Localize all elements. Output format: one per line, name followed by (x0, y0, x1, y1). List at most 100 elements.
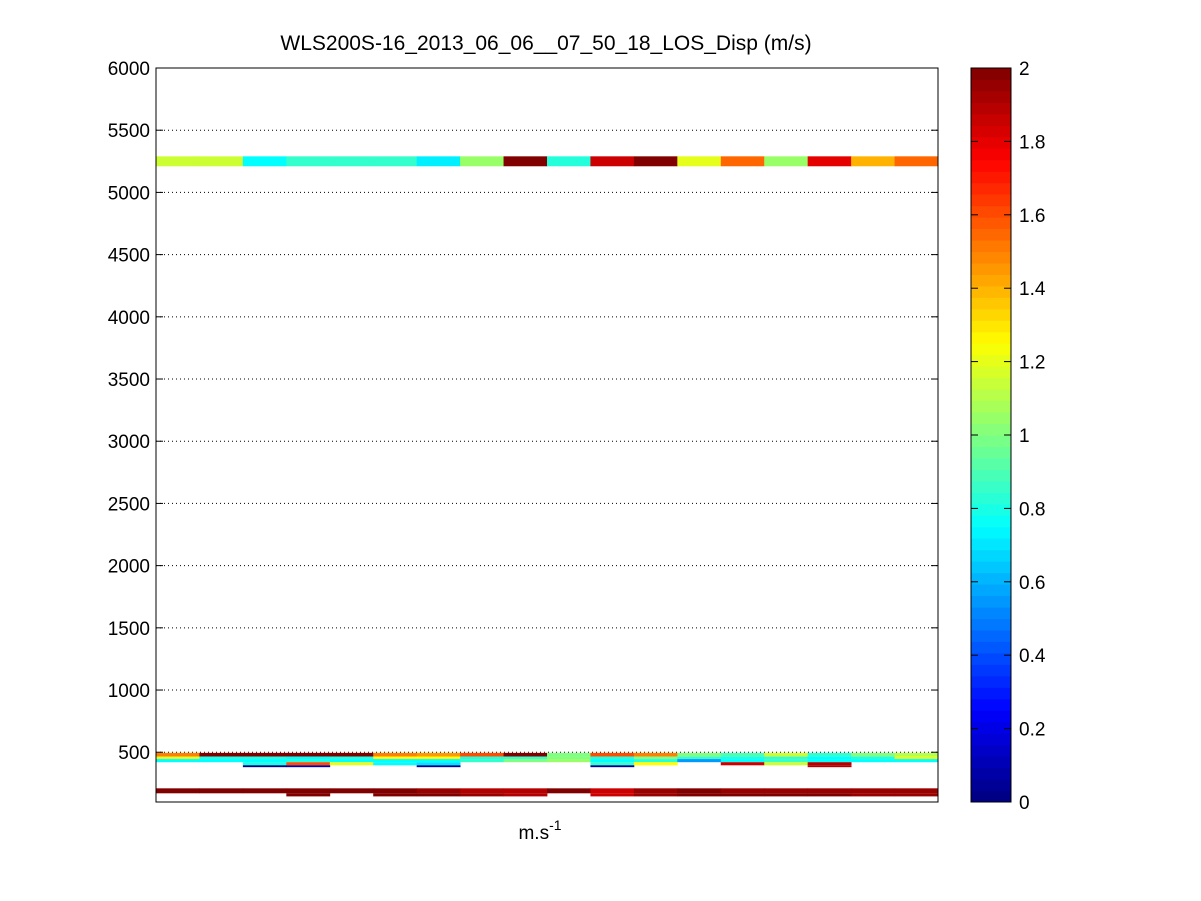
heatmap-cell (590, 765, 635, 768)
x-axis-label: m.s-1 (518, 817, 561, 844)
colorbar-band (971, 217, 1011, 230)
heatmap-cell (416, 756, 461, 760)
heatmap-cell (329, 788, 374, 794)
heatmap-cell (503, 793, 548, 797)
colorbar-tick-label: 1 (1019, 426, 1030, 447)
y-tick-label: 3500 (108, 370, 150, 391)
heatmap-cell (199, 788, 244, 794)
heatmap-cell (416, 765, 461, 768)
y-tick-label: 4500 (108, 246, 150, 267)
heatmap-cell (590, 752, 635, 757)
heatmap-cell (807, 793, 852, 797)
colorbar-band (971, 629, 1011, 642)
colorbar-band (971, 435, 1011, 447)
colorbar-band (971, 412, 1011, 425)
colorbar-band (971, 641, 1011, 654)
colorbar-band (971, 79, 1011, 92)
heatmap-cell (807, 759, 852, 763)
heatmap-cell (807, 756, 852, 760)
heatmap-cell (416, 788, 461, 794)
colorbar-band (971, 664, 1011, 677)
heatmap-cell (373, 756, 418, 760)
heatmap-cell (242, 756, 287, 760)
colorbar-band (971, 733, 1011, 746)
heatmap-cell (720, 756, 765, 760)
heatmap-cell (764, 156, 809, 167)
heatmap-cell (894, 788, 939, 794)
heatmap-cell (199, 759, 244, 763)
colorbar-band (971, 343, 1011, 356)
heatmap-cell (242, 752, 287, 757)
heatmap-cell (286, 759, 331, 763)
colorbar-band (971, 675, 1011, 688)
heatmap-cell (199, 752, 244, 757)
heatmap-cell (503, 759, 548, 763)
colorbar-tick-label: 0.8 (1019, 499, 1045, 520)
heatmap-cell (242, 759, 287, 763)
heatmap-cell (720, 752, 765, 757)
colorbar-band (971, 526, 1011, 539)
heatmap-cell (329, 762, 374, 766)
colorbar-axis: 0 0.2 0.4 0.6 0.8 1 1.2 1.4 1.6 1.8 2 (971, 59, 1046, 814)
heatmap-cell (329, 759, 374, 763)
x-axis-label-base: m.s (518, 823, 549, 844)
colorbar-band (971, 457, 1011, 470)
heatmap-cell (373, 156, 418, 167)
heatmap-cell (590, 788, 635, 794)
colorbar-band (971, 274, 1011, 287)
colorbar-tick-label: 2 (1019, 59, 1030, 80)
colorbar-band (971, 240, 1011, 252)
heatmap-cell (720, 793, 765, 797)
colorbar-band (971, 572, 1011, 585)
heatmap-cell (503, 756, 548, 760)
colorbar-band (971, 113, 1011, 126)
heatmap-cell (242, 156, 287, 167)
heatmap-cell (460, 759, 504, 763)
colorbar-band (971, 102, 1011, 115)
colorbar-band (971, 549, 1011, 562)
colorbar-band (971, 779, 1011, 792)
colorbar-tick-label: 0.6 (1019, 573, 1045, 594)
colorbar-band (971, 480, 1011, 493)
colorbar-band (971, 136, 1011, 149)
colorbar-band (971, 652, 1011, 665)
heatmap-cell (156, 752, 200, 757)
heatmap-cell (764, 788, 809, 794)
heatmap-cell (677, 752, 722, 757)
chart-title: WLS200S-16_2013_06_06__07_50_18_LOS_Disp… (280, 32, 811, 55)
colorbar-band (971, 698, 1011, 711)
colorbar-band (971, 90, 1011, 103)
heatmap-cell (894, 759, 939, 763)
heatmap-cell (677, 788, 722, 794)
heatmap-cell (373, 752, 418, 757)
colorbar-band (971, 262, 1011, 275)
y-tick-label: 3000 (108, 432, 150, 453)
heatmap-cell (286, 793, 331, 797)
colorbar-band (971, 767, 1011, 780)
heatmap-cell (373, 759, 418, 763)
colorbar-band (971, 515, 1011, 528)
y-tick-label: 5500 (108, 121, 150, 142)
heatmap-cell (633, 156, 678, 167)
colorbar-band (971, 503, 1011, 516)
plot-frame (155, 67, 939, 803)
heatmap-cell (547, 156, 591, 167)
colorbar-band (971, 710, 1011, 723)
heatmap-cell (633, 752, 678, 757)
heatmap-cell (416, 762, 461, 766)
heatmap-cell (286, 762, 331, 766)
colorbar-tick-label: 1.6 (1019, 206, 1045, 227)
y-axis: 500 1000 1500 2000 2500 3000 3500 4000 4500 5000 5… (108, 59, 938, 764)
heatmap-cell (416, 759, 461, 763)
heatmap-cell (764, 762, 809, 766)
colorbar-band (971, 377, 1011, 390)
colorbar-band (971, 790, 1011, 803)
heatmap-cell (460, 752, 504, 757)
colorbar-tick-label: 0 (1019, 793, 1030, 814)
plot-background (156, 68, 938, 802)
colorbar-band (971, 400, 1011, 413)
heatmap-cell (286, 156, 331, 167)
heatmap-cell (590, 756, 635, 760)
heatmap-cell (764, 756, 809, 760)
heatmap-cell (851, 759, 895, 763)
